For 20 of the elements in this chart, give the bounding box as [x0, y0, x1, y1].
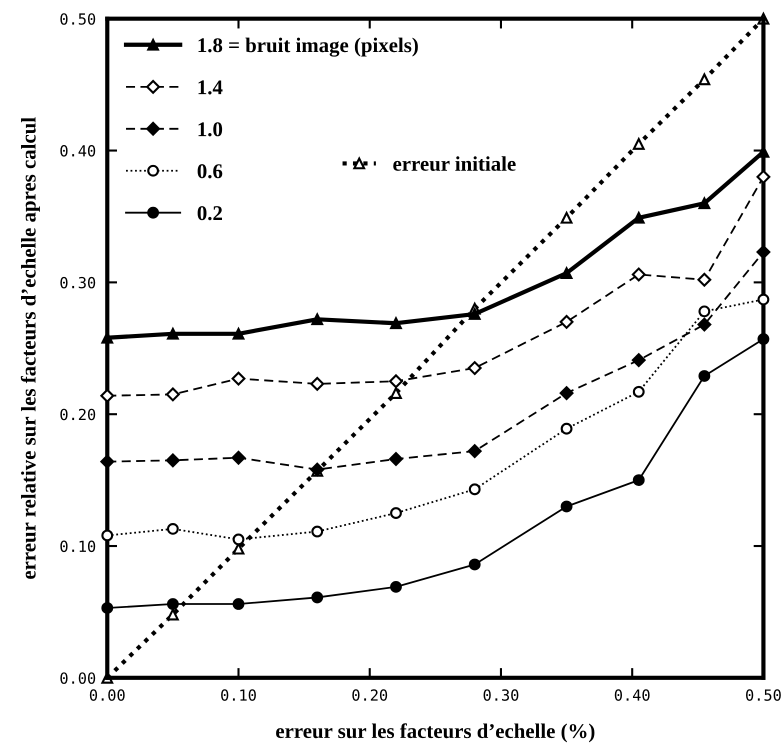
- x-tick-label: 0.30: [484, 689, 518, 701]
- legend-label: 0.2: [198, 206, 222, 220]
- legend-label: erreur initiale: [393, 156, 516, 171]
- y-tick-label: 0.10: [60, 540, 96, 552]
- legend-label: 1.8 = bruit image (pixels): [198, 38, 418, 57]
- x-tick-label: 0.00: [90, 689, 125, 701]
- legend-label: 0.6: [198, 164, 222, 178]
- y-tick-label: 0.40: [60, 145, 96, 157]
- x-tick-label: 0.20: [352, 689, 388, 701]
- y-tick-label: 0.20: [60, 408, 96, 420]
- x-axis-title: erreur sur les facteurs d’echelle (%): [276, 723, 594, 742]
- legend-label: 1.4: [198, 80, 223, 94]
- x-tick-label: 0.10: [221, 689, 256, 701]
- y-tick-label: 0.30: [60, 276, 96, 288]
- y-tick-label: 0.00: [60, 672, 96, 684]
- legend-label: 1.0: [198, 122, 222, 136]
- x-tick-label: 0.40: [614, 689, 650, 701]
- y-tick-label: 0.50: [60, 13, 96, 25]
- x-tick-label: 0.50: [746, 689, 781, 701]
- y-axis-title: erreur relative sur les facteurs d’echelle apres calcul: [20, 117, 40, 579]
